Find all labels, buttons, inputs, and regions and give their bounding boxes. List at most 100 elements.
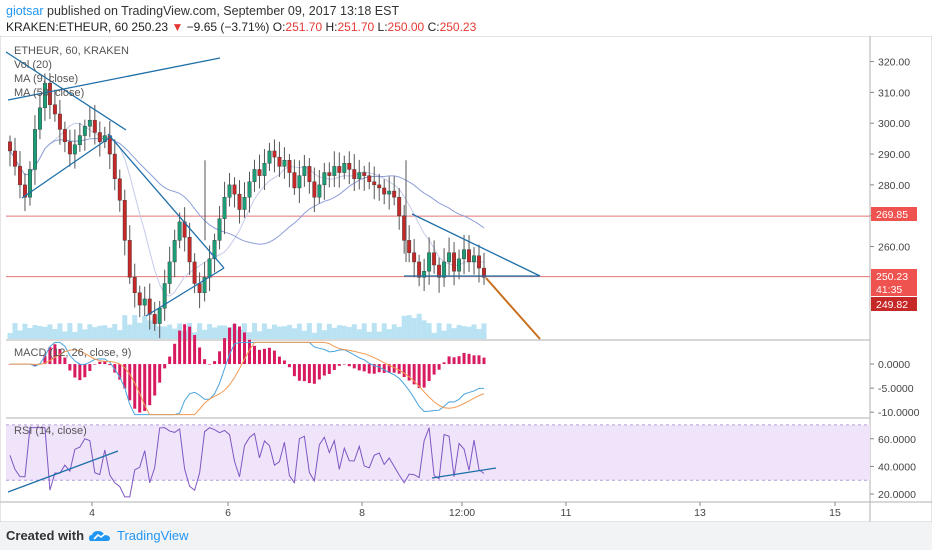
- volume-bar: [366, 331, 372, 339]
- candle-body: [28, 169, 32, 198]
- macd-histogram-bar: [297, 364, 301, 381]
- candle-body: [82, 126, 87, 136]
- candle-body: [462, 249, 466, 260]
- macd-histogram-bar: [257, 349, 261, 365]
- volume-bar: [92, 327, 98, 339]
- price-axis-label: 260.00: [878, 242, 910, 254]
- volume-bar: [401, 315, 407, 339]
- macd-histogram-bar: [178, 330, 182, 365]
- candle-body: [377, 184, 382, 189]
- volume-bar: [281, 326, 287, 339]
- volume-bar: [451, 328, 457, 339]
- volume-bar: [411, 317, 417, 339]
- legend-entry: Vol (20): [14, 59, 52, 71]
- candle-body: [282, 160, 287, 167]
- candle-body: [192, 261, 197, 284]
- macd-histogram-bar: [158, 364, 162, 383]
- low-value: 250.00: [387, 20, 425, 34]
- candle-body: [207, 258, 212, 278]
- legend-entry: ETHEUR, 60, KRAKEN: [14, 45, 129, 57]
- volume-bar: [351, 324, 357, 339]
- volume-bar: [466, 326, 472, 339]
- macd-histogram-bar: [93, 364, 97, 365]
- candle-body: [312, 181, 317, 198]
- trendline: [411, 213, 541, 277]
- candle-body: [457, 258, 461, 272]
- volume-bar: [286, 324, 292, 339]
- candle-body: [152, 314, 157, 324]
- macd-histogram-bar: [103, 361, 107, 365]
- macd-histogram-bar: [88, 364, 92, 371]
- publish-line: giotsar published on TradingView.com, Se…: [6, 4, 399, 18]
- macd-histogram-bar: [108, 364, 112, 366]
- candle-body: [472, 255, 476, 263]
- trendline: [21, 135, 113, 199]
- price-axis-label: 300.00: [878, 118, 910, 130]
- candle-body: [142, 298, 147, 306]
- volume-bar: [222, 325, 228, 339]
- tradingview-cloud-icon: [89, 531, 110, 541]
- candle-body: [327, 172, 332, 176]
- macd-histogram-bar: [193, 335, 197, 365]
- candle-body: [332, 166, 337, 176]
- volume-bar: [212, 327, 218, 339]
- candle-body: [317, 184, 322, 198]
- trendline: [145, 267, 225, 317]
- author-link[interactable]: giotsar: [6, 4, 44, 18]
- macd-histogram-bar: [78, 364, 82, 381]
- rsi-band: [6, 424, 870, 481]
- candle-body: [307, 166, 312, 182]
- volume-bar: [456, 324, 462, 339]
- volume-bar: [481, 323, 487, 339]
- macd-histogram-bar: [243, 332, 247, 365]
- candle-body: [477, 255, 481, 269]
- macd-histogram-bar: [422, 364, 426, 388]
- candle-body: [362, 172, 367, 176]
- volume-bar: [32, 325, 38, 339]
- chart-canvas[interactable]: 320.00310.00300.00290.00280.00270.00260.…: [0, 36, 932, 522]
- macd-histogram-bar: [347, 364, 351, 367]
- trendline: [107, 133, 225, 269]
- macd-histogram-bar: [337, 364, 341, 366]
- candle-body: [452, 252, 457, 272]
- macd-histogram-bar: [143, 364, 147, 412]
- macd-histogram-bar: [307, 364, 311, 384]
- macd-histogram-bar: [138, 364, 142, 413]
- volume-bar: [426, 323, 432, 339]
- candle-body: [37, 107, 42, 130]
- macd-histogram-bar: [118, 364, 122, 380]
- macd-histogram-bar: [452, 357, 456, 365]
- high-label: H:: [325, 20, 338, 34]
- candle-body: [297, 175, 302, 189]
- volume-bar: [22, 323, 28, 339]
- volume-bar: [316, 323, 322, 339]
- price-tag-box: [871, 207, 917, 221]
- price-tag-label: 269.85: [876, 209, 908, 221]
- candle-body: [117, 178, 122, 201]
- candle-body: [337, 166, 342, 173]
- time-axis-label: 4: [89, 507, 95, 519]
- macd-histogram-bar: [382, 364, 386, 373]
- price-tag-box: [871, 282, 917, 296]
- candle-body: [13, 150, 17, 167]
- candle-body: [47, 82, 52, 105]
- macd-histogram-bar: [228, 327, 232, 365]
- macd-histogram-bar: [48, 347, 52, 365]
- tradingview-brand[interactable]: TradingView: [117, 528, 189, 543]
- candle-body: [87, 119, 92, 127]
- candle-body: [147, 298, 152, 315]
- candle-body: [122, 200, 127, 241]
- candle-body: [33, 129, 37, 170]
- candle-body: [402, 215, 407, 241]
- candle-body: [277, 156, 282, 167]
- volume-bar: [346, 327, 352, 339]
- candle-body: [247, 181, 252, 198]
- macd-histogram-bar: [357, 364, 361, 371]
- volume-bar: [461, 326, 467, 339]
- volume-bar: [446, 323, 452, 339]
- candle-body: [482, 267, 486, 278]
- volume-bar: [301, 330, 307, 339]
- volume-bar: [311, 332, 317, 339]
- volume-bar: [147, 320, 153, 339]
- volume-bar: [77, 323, 83, 339]
